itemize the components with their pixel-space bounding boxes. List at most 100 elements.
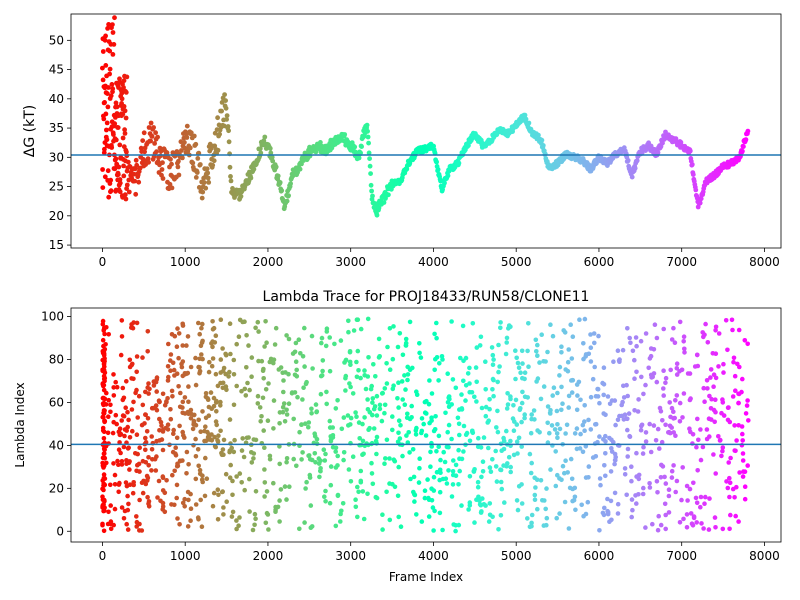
lambda-point	[273, 509, 278, 514]
lambda-point	[130, 361, 135, 367]
lambda-point	[674, 372, 680, 377]
lambda-point	[259, 414, 264, 419]
lambda-point	[188, 518, 193, 523]
lambda-point	[396, 405, 401, 410]
lambda-point	[460, 323, 466, 329]
lambda-point	[688, 396, 693, 401]
lambda-point	[353, 410, 358, 415]
lambda-point	[740, 438, 745, 443]
delta-g-point	[257, 146, 263, 152]
lambda-point	[203, 391, 209, 396]
lambda-point	[740, 376, 745, 382]
delta-g-point	[151, 125, 157, 130]
lambda-point	[347, 349, 353, 354]
delta-g-point	[297, 166, 303, 172]
delta-g-point	[358, 150, 363, 156]
delta-g-point	[106, 194, 112, 200]
lambda-point	[611, 359, 616, 365]
lambda-point	[681, 339, 686, 344]
lambda-point	[508, 464, 513, 470]
delta-g-point	[110, 86, 116, 92]
lambda-point	[519, 444, 524, 449]
lambda-point	[668, 367, 673, 373]
lambda-point	[740, 431, 745, 437]
lambda-point	[371, 362, 376, 367]
lambda-point	[608, 498, 614, 504]
delta-g-point	[313, 149, 319, 155]
lambda-point	[397, 331, 403, 336]
lambda-point	[101, 436, 107, 441]
delta-g-point	[366, 150, 372, 156]
lambda-point	[713, 471, 718, 476]
lambda-point	[205, 397, 211, 403]
lambda-point	[199, 477, 205, 483]
lambda-point	[240, 436, 245, 441]
lambda-point	[463, 355, 469, 361]
lambda-point	[287, 484, 292, 490]
lambda-point	[603, 433, 608, 439]
y-tick-label: 50	[49, 33, 64, 47]
lambda-point	[566, 526, 572, 531]
lambda-point	[294, 374, 300, 379]
lambda-point	[656, 513, 661, 519]
lambda-point	[674, 478, 680, 484]
lambda-point	[662, 501, 668, 507]
lambda-point	[227, 321, 233, 327]
lambda-point	[410, 365, 415, 371]
lambda-point	[659, 439, 665, 445]
lambda-point	[165, 422, 171, 428]
lambda-point	[419, 519, 425, 524]
lambda-point	[318, 391, 324, 397]
lambda-point	[617, 359, 622, 365]
lambda-point	[380, 527, 385, 532]
delta-g-point	[115, 125, 121, 130]
lambda-point	[199, 524, 205, 529]
lambda-point	[632, 357, 637, 363]
lambda-point	[286, 371, 291, 377]
lambda-point	[725, 347, 730, 353]
lambda-point	[733, 388, 738, 394]
lambda-point	[702, 332, 707, 338]
lambda-point	[479, 405, 485, 411]
lambda-point	[647, 485, 653, 490]
lambda-point	[413, 432, 419, 437]
lambda-point	[673, 433, 678, 439]
lambda-point	[694, 520, 699, 525]
lambda-point	[180, 359, 186, 364]
lambda-point	[120, 397, 126, 403]
delta-g-point	[376, 205, 382, 211]
lambda-point	[348, 422, 353, 427]
lambda-point	[280, 409, 286, 415]
lambda-point	[232, 437, 237, 443]
lambda-point	[100, 367, 105, 373]
lambda-point	[175, 326, 180, 331]
lambda-point	[339, 426, 345, 432]
lambda-point	[102, 356, 107, 361]
lambda-point	[131, 376, 136, 382]
lambda-point	[323, 343, 329, 349]
lambda-point	[467, 474, 473, 479]
lambda-point	[632, 408, 637, 413]
lambda-point	[300, 354, 306, 359]
lambda-point	[740, 474, 746, 479]
lambda-point	[459, 392, 464, 397]
lambda-point	[719, 453, 724, 459]
lambda-point	[611, 439, 616, 445]
lambda-point	[299, 422, 304, 428]
lambda-point	[118, 352, 124, 358]
lambda-point	[646, 365, 651, 371]
delta-g-point	[180, 155, 185, 161]
lambda-point	[216, 492, 221, 498]
x-tick-label: 5000	[501, 549, 532, 563]
lambda-point	[396, 380, 401, 386]
lambda-point	[100, 497, 106, 503]
lambda-point	[170, 472, 175, 478]
lambda-point	[314, 409, 320, 414]
lambda-point	[253, 516, 258, 522]
lambda-point	[135, 415, 140, 420]
lambda-point	[671, 409, 676, 415]
lambda-point	[215, 517, 221, 522]
lambda-point	[727, 494, 732, 500]
lambda-point	[358, 468, 364, 474]
lambda-point	[486, 445, 491, 451]
